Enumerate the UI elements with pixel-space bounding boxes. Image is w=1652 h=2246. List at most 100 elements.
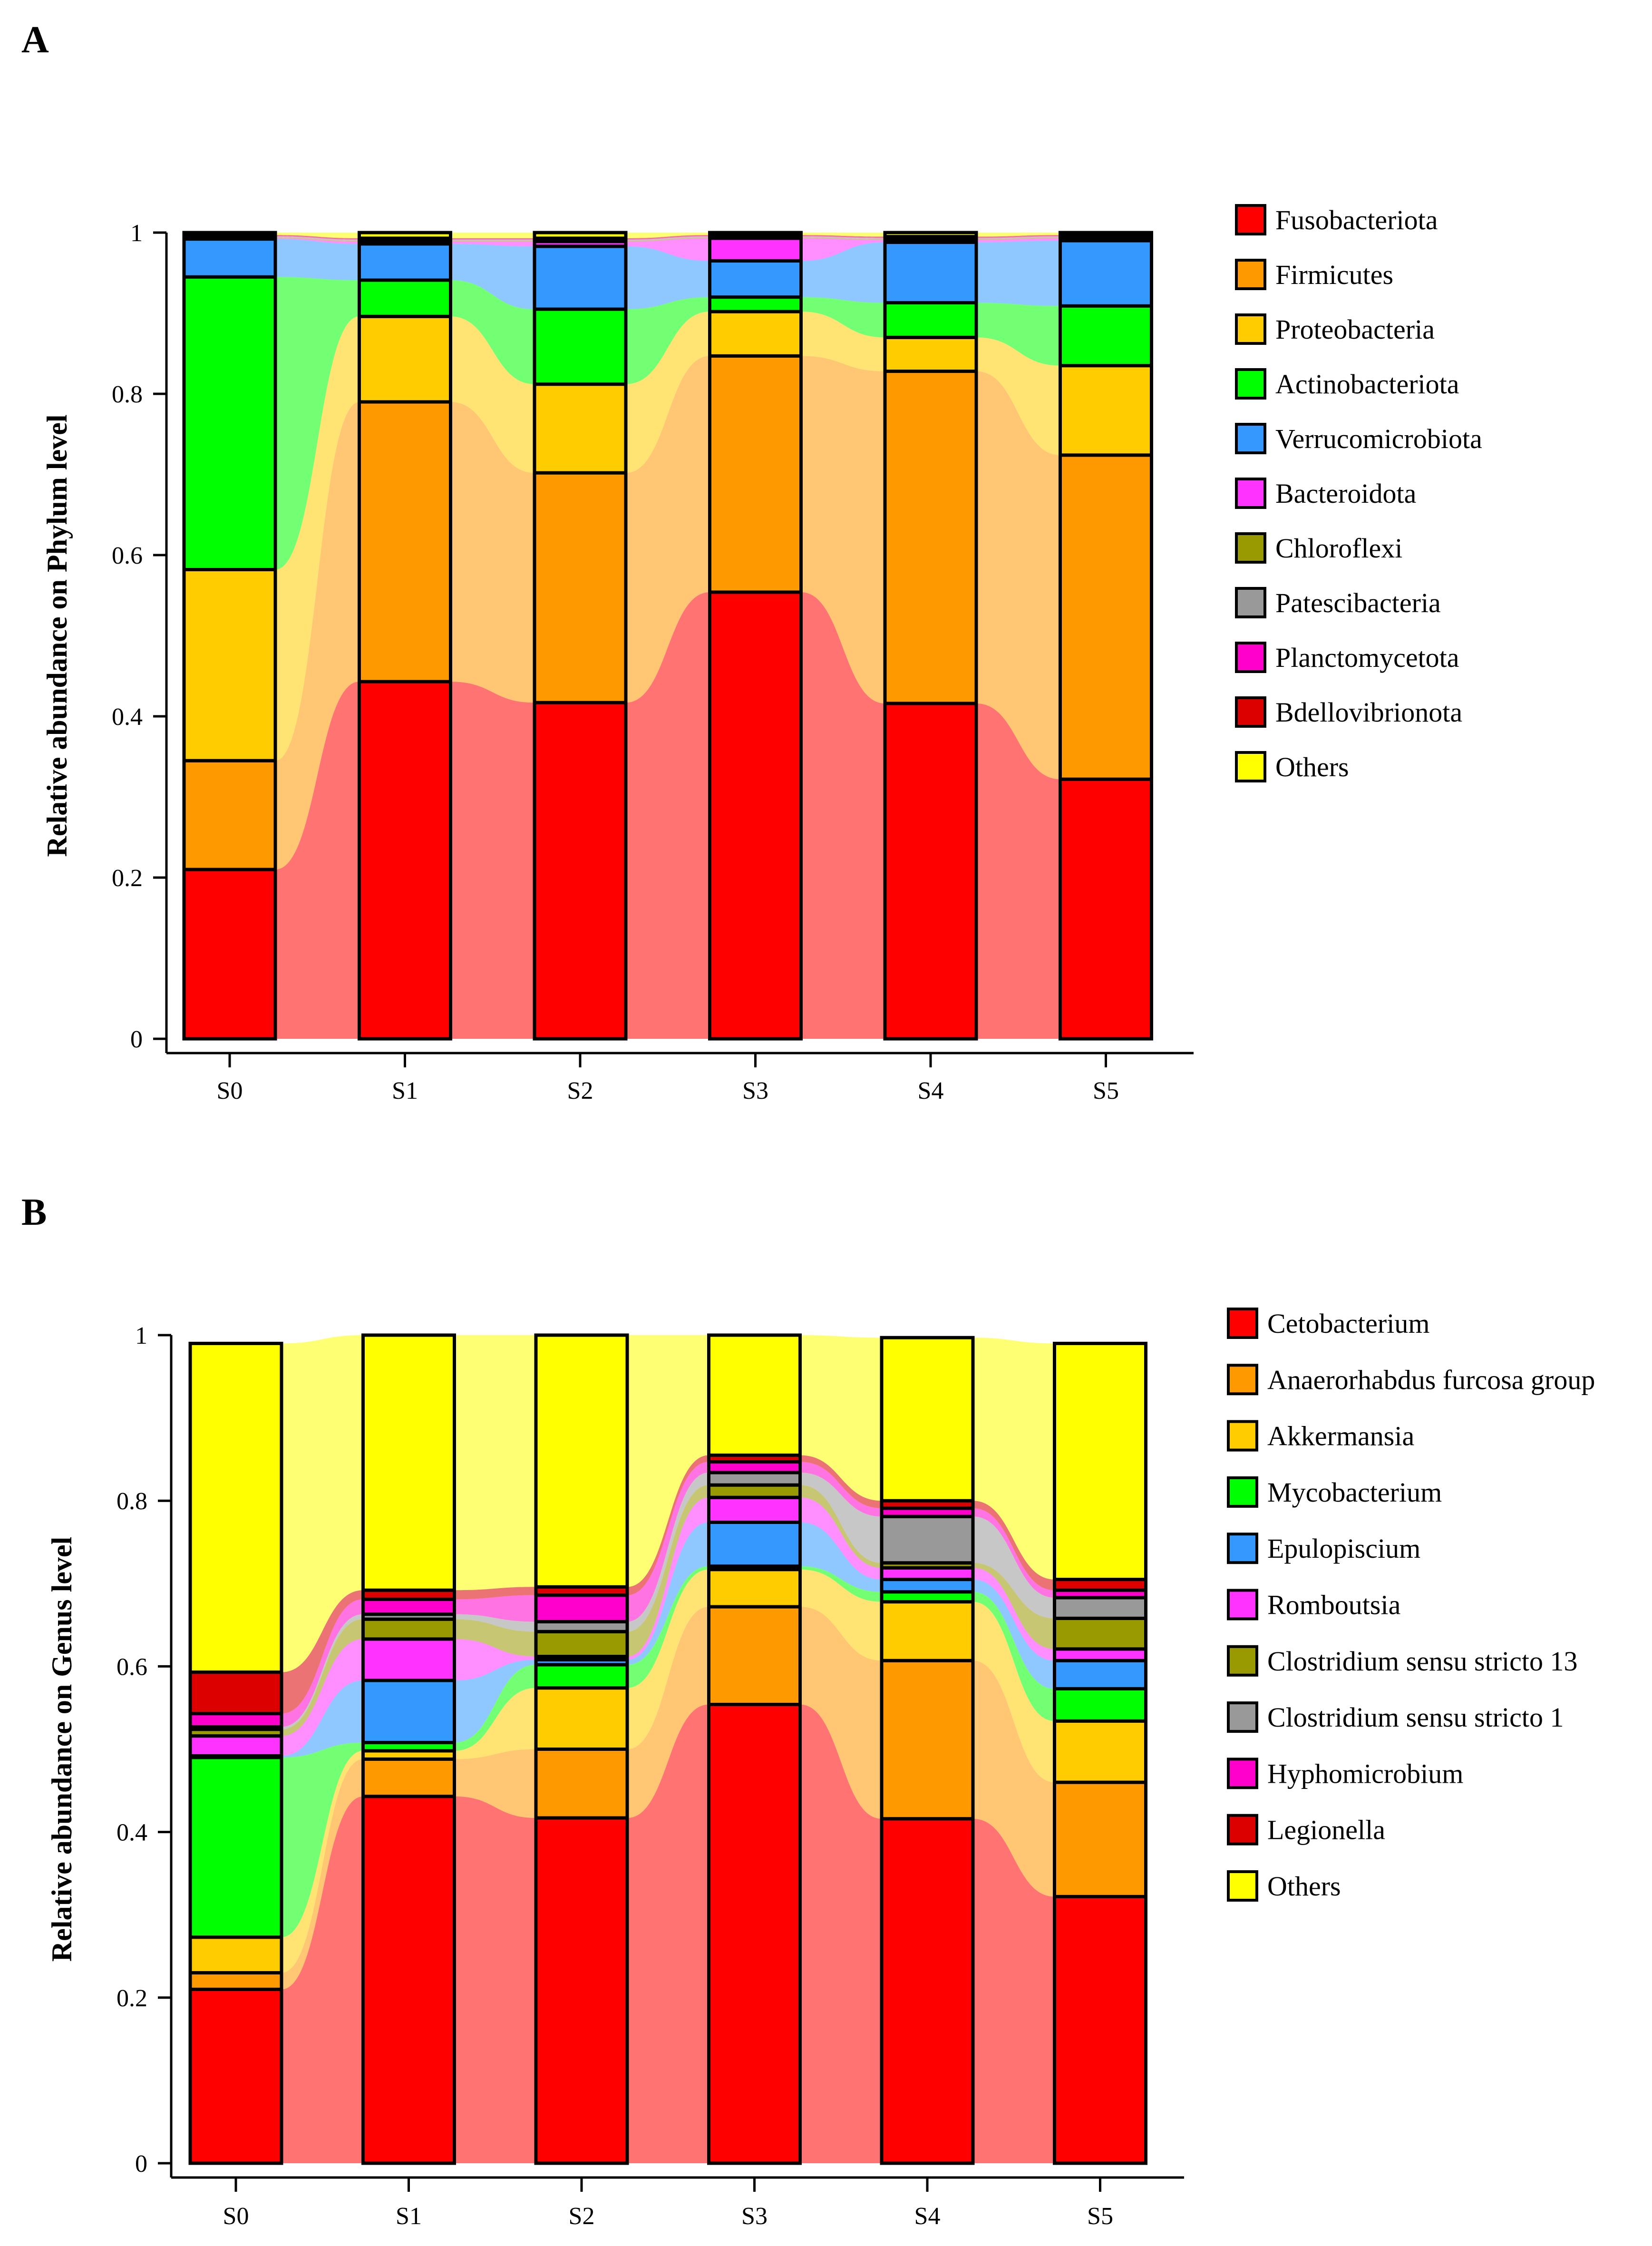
panel-b-legend-label-1: Cetobacterium [1267, 1308, 1429, 1339]
panel-a-flow-5-5 [976, 240, 1060, 306]
panel-b-flow-9-5 [973, 1508, 1055, 1598]
panel-b-flow-6-1 [282, 1639, 363, 1756]
panel-a-bar-s1-segment-4 [358, 278, 452, 318]
panel-b-bar-s1-segment-2 [361, 1757, 456, 1798]
panel-a-bar-s4-segment-3 [883, 335, 978, 373]
panel-a-legend-swatch-8 [1235, 587, 1266, 618]
panel-a-chart: A 0 0.2 0.4 0.6 0.8 1 S0 S1 S2 S3 S4 S5 Relative abun… [21, 19, 1482, 1104]
panel-a-flow-6-4 [801, 238, 885, 261]
panel-b-flow-1-1 [282, 1796, 363, 2163]
panel-b-x-tick-label-s5: S5 [1087, 2203, 1113, 2230]
panel-a-x-tick-label-s3: S3 [742, 1077, 768, 1104]
panel-a-legend-swatch-2 [1235, 259, 1266, 290]
panel-a-flow-7-3 [626, 237, 710, 242]
panel-a-flow-3-1 [275, 316, 360, 761]
panel-a-bar-s3-segment-5 [708, 259, 803, 299]
panel-a-y-tick-label: 0 [130, 1026, 143, 1053]
panel-a-bar-s1-segment-2 [358, 400, 452, 684]
panel-a-flows [275, 233, 1060, 1039]
panel-a-legend-label-4: Actinobacteriota [1275, 369, 1459, 400]
panel-a-legend-swatch-5 [1235, 423, 1266, 454]
panel-b-flow-6-5 [973, 1568, 1055, 1661]
panel-a-flow-11-1 [275, 233, 360, 238]
panel-a-flow-3-2 [450, 316, 534, 473]
panel-b-bar-s4-segment-11 [880, 1336, 975, 1503]
panel-b-y-tick-label: 0.2 [117, 1985, 147, 2012]
panel-a-bars [182, 231, 1153, 1041]
panel-a-flow-4-3 [626, 297, 710, 384]
panel-b-flow-11-2 [454, 1335, 536, 1591]
panel-b-legend-label-7: Clostridium sensu stricto 13 [1267, 1646, 1578, 1677]
panel-b-legend-swatch-5 [1227, 1533, 1258, 1564]
panel-a-legend-label-9: Planctomycetota [1275, 642, 1459, 673]
panel-b-bar-s2-segment-9 [534, 1593, 629, 1623]
panel-b-flows [282, 1335, 1055, 2163]
panel-b-flow-2-1 [282, 1759, 363, 1990]
panel-a-flow-3-5 [976, 337, 1060, 455]
panel-a-bar-s1-segment-5 [358, 242, 452, 282]
panel-b-axes: 0 0.2 0.4 0.6 0.8 1 S0 S1 S2 S3 S4 S5 Relative abund… [46, 1322, 1184, 2230]
panel-b-flow-1-4 [800, 1704, 882, 2163]
panel-a-flow-2-1 [275, 401, 360, 870]
panel-b-flow-9-4 [800, 1462, 882, 1517]
panel-b-flow-9-1 [282, 1599, 363, 1727]
panel-b-x-tick-label-s3: S3 [741, 2203, 768, 2230]
panel-b-flow-7-3 [627, 1485, 709, 1657]
panel-a-flow-9-1 [275, 235, 360, 240]
panel-a-bar-s2-segment-4 [533, 307, 628, 386]
panel-a-x-tick-label-s4: S4 [918, 1077, 944, 1104]
panel-b-flow-5-5 [973, 1579, 1055, 1689]
panel-a-bar-s4-segment-1 [883, 702, 978, 1041]
panel-a-flow-1-2 [450, 682, 534, 1039]
panel-b-flow-3-5 [973, 1601, 1055, 1783]
panel-b-legend-swatch-11 [1227, 1870, 1258, 1902]
panel-b-bar-s0-segment-9 [188, 1712, 283, 1728]
panel-a-flow-8-2 [450, 240, 534, 241]
panel-b-x-tick-label-s2: S2 [569, 2203, 595, 2230]
panel-a-flow-11-2 [450, 233, 534, 238]
panel-b-flow-1-5 [973, 1818, 1055, 2163]
panel-b-legend-swatch-3 [1227, 1420, 1258, 1452]
panel-b-flow-2-3 [627, 1607, 709, 1818]
panel-b-flow-9-3 [627, 1462, 709, 1622]
panel-a-bar-s5-segment-5 [1059, 239, 1153, 308]
panel-a-bar-s5-segment-4 [1059, 304, 1153, 368]
panel-b-flow-10-2 [454, 1587, 536, 1600]
panel-b-bar-s2-segment-1 [534, 1816, 629, 2165]
panel-a-flow-8-5 [976, 236, 1060, 239]
panel-a-bar-s3-segment-2 [708, 354, 803, 594]
panel-b-flow-7-1 [282, 1619, 363, 1736]
panel-b-legend-label-4: Mycobacterium [1267, 1477, 1442, 1508]
panel-b-bar-s5-segment-2 [1053, 1780, 1147, 1898]
panel-b-legend-swatch-6 [1227, 1589, 1258, 1621]
panel-b-flow-6-2 [454, 1639, 536, 1680]
panel-b-legend-swatch-1 [1227, 1308, 1258, 1339]
panel-b-legend-label-9: Hyphomicrobium [1267, 1758, 1463, 1789]
panel-a-x-tick-label-s1: S1 [392, 1077, 418, 1104]
panel-a-legend-label-2: Firmicutes [1275, 259, 1393, 290]
panel-a-bar-s0-segment-5 [182, 237, 277, 279]
panel-b-flow-10-5 [973, 1501, 1055, 1591]
panel-b-flow-11-4 [800, 1335, 882, 1501]
panel-a-bar-s3-segment-11 [708, 231, 803, 237]
panel-a-bar-s3-segment-4 [708, 295, 803, 313]
panel-b-chart: B 0 0.2 0.4 0.6 0.8 1 S0 S1 S2 S3 S4 S5 Relative abun… [21, 1191, 1595, 2230]
panel-b-legend-swatch-4 [1227, 1476, 1258, 1508]
panel-b-flow-8-3 [627, 1473, 709, 1632]
panel-a-x-tick-label-s5: S5 [1093, 1077, 1119, 1104]
panel-b-legend-swatch-8 [1227, 1701, 1258, 1733]
panel-a-bar-s5-segment-3 [1059, 364, 1153, 457]
panel-a-legend-swatch-1 [1235, 204, 1266, 235]
panel-b-bar-s0-segment-6 [188, 1734, 283, 1758]
panel-a-flow-6-1 [275, 238, 360, 244]
panel-a-x-tick-label-s2: S2 [567, 1077, 593, 1104]
panel-b-legend-label-10: Legionella [1267, 1815, 1385, 1846]
panel-b-flow-8-1 [282, 1614, 363, 1729]
panel-b-y-axis-title: Relative abundance on Genus level [46, 1537, 78, 1962]
panel-b-flow-7-2 [454, 1619, 536, 1657]
panel-a-flow-2-2 [450, 401, 534, 703]
panel-a-bar-s4-segment-4 [883, 301, 978, 339]
panel-b-flow-11-5 [973, 1338, 1055, 1580]
panel-a-legend-label-6: Bacteroidota [1275, 478, 1416, 509]
panel-b-bar-s4-segment-2 [880, 1659, 975, 1821]
